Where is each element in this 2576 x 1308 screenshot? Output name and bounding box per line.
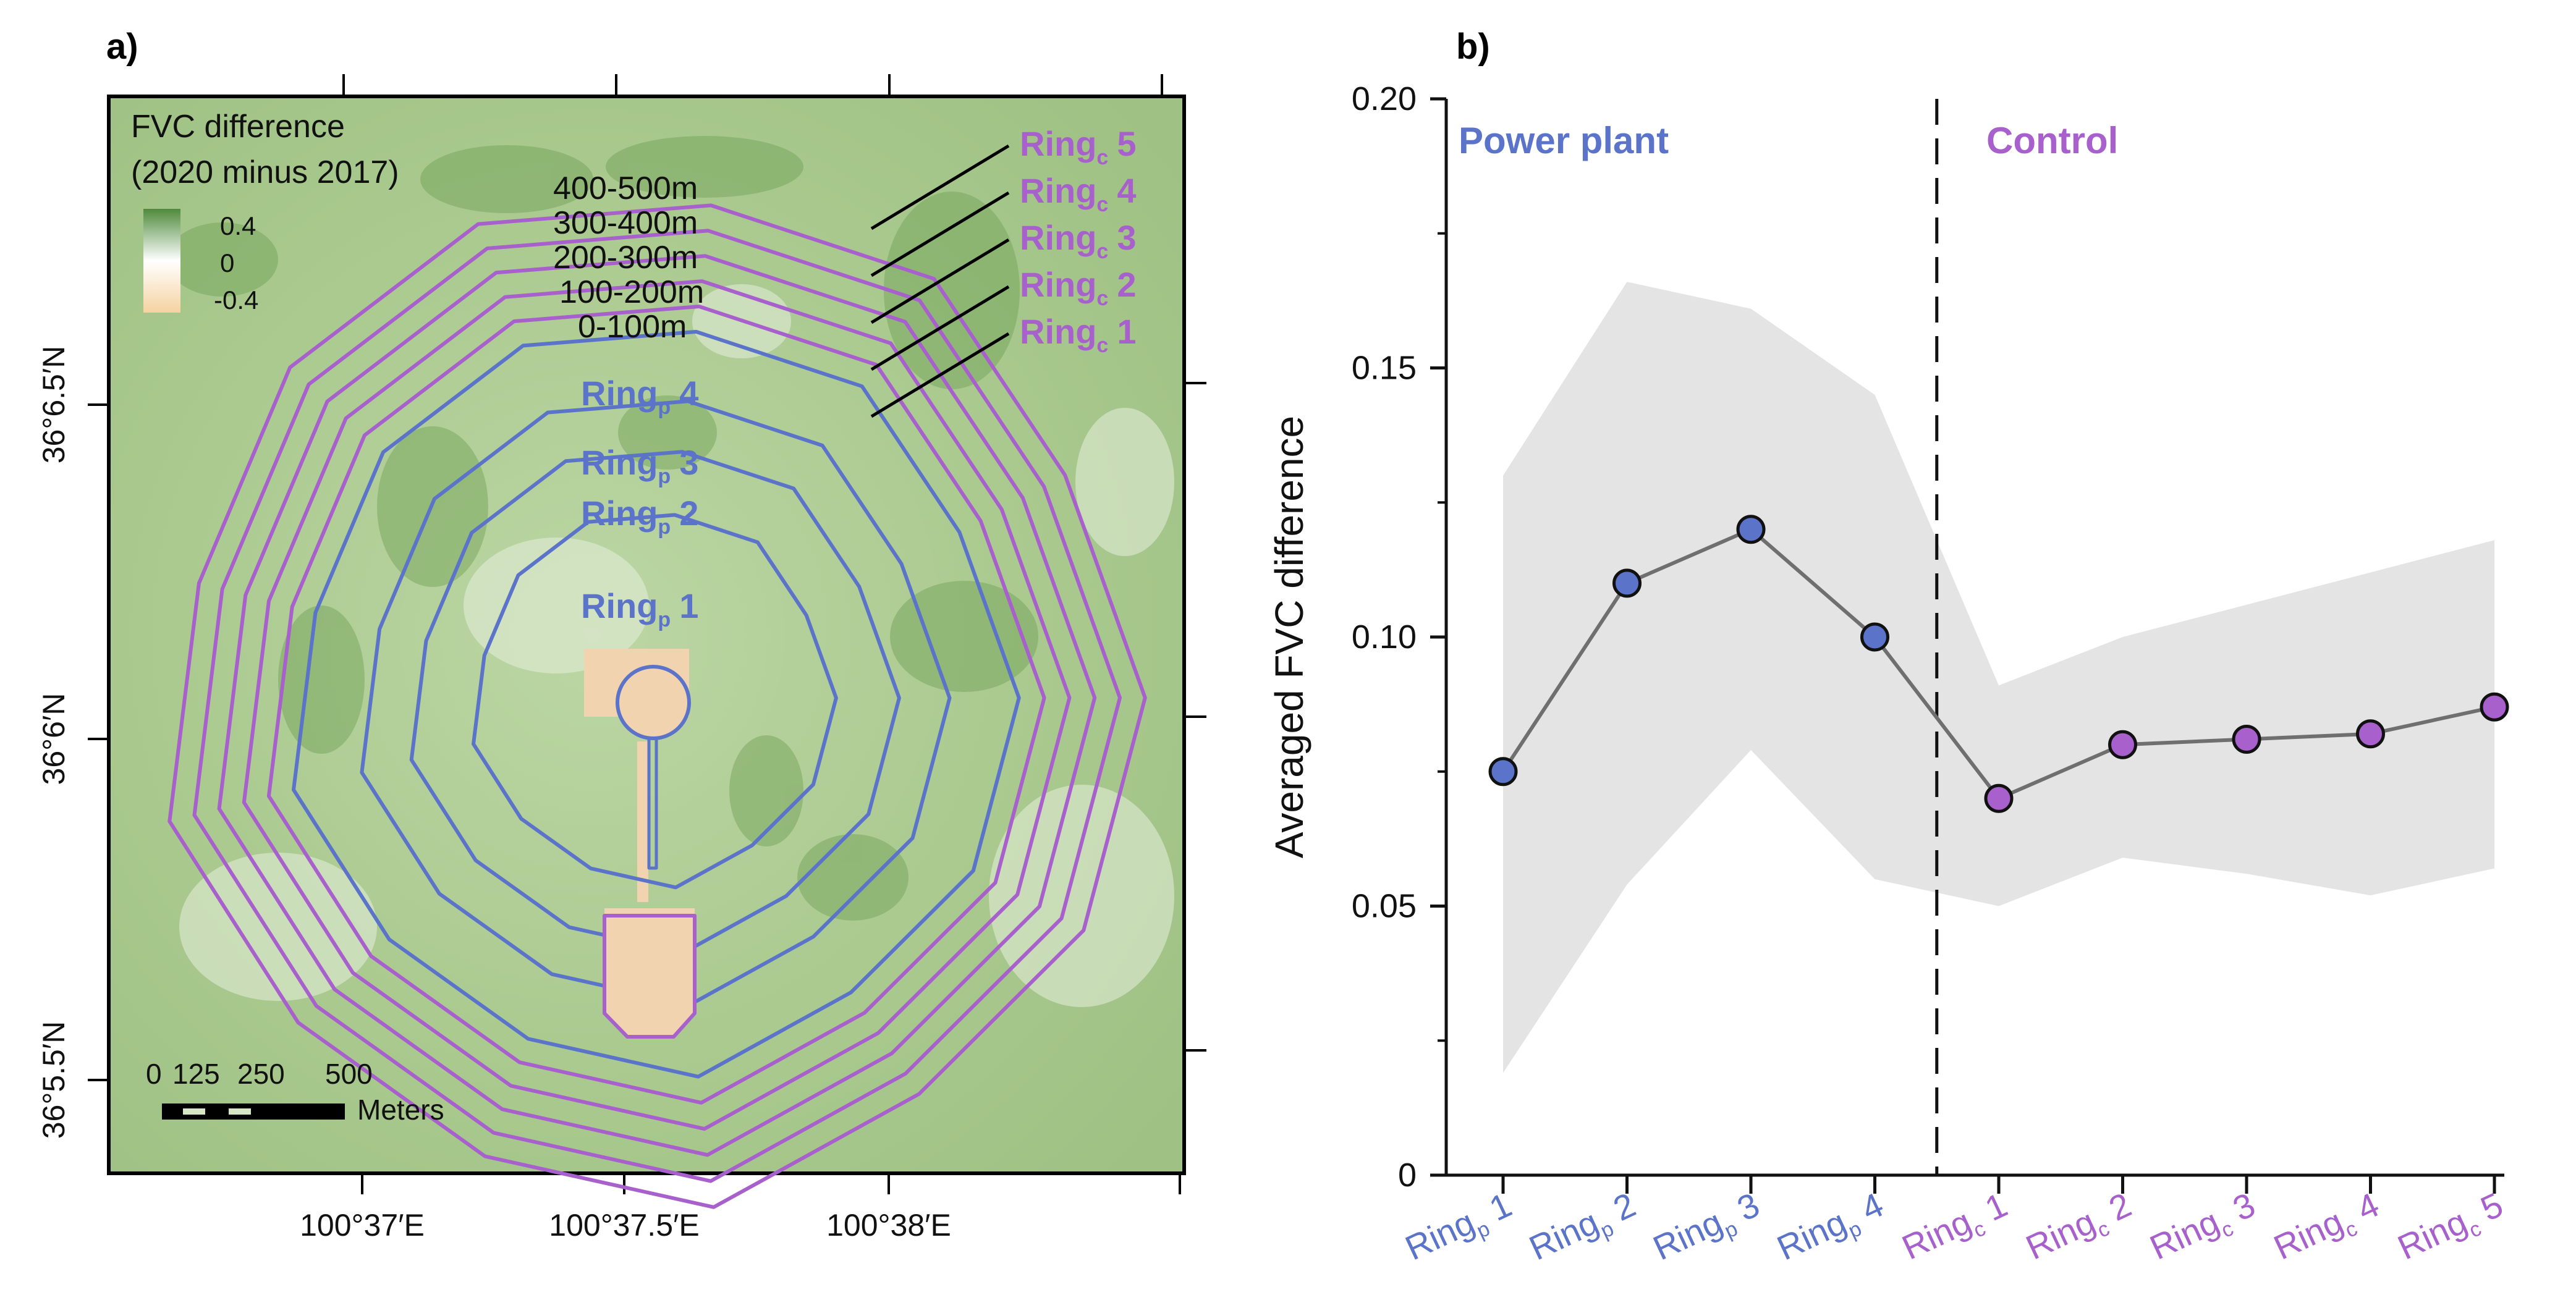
scale-label-500: 500 <box>325 1058 373 1090</box>
ring-boundaries <box>167 203 1147 1209</box>
legend-title-line2: (2020 minus 2017) <box>131 154 399 190</box>
data-points <box>1488 515 2509 813</box>
data-point-c4 <box>2356 719 2385 749</box>
map-outer-ticks <box>88 74 1206 1194</box>
map-label-ringp-2: Ringp 2 <box>581 494 698 539</box>
y-ticks: 0 0.05 0.10 0.15 0.20 <box>1352 80 1446 1194</box>
legend-tick-low: -0.4 <box>214 285 258 314</box>
x-tick-label-c2: Ringc2 <box>2020 1185 2139 1273</box>
panel-a-label: a) <box>106 27 138 67</box>
control-ring-boundary <box>192 229 1122 1183</box>
x-tick-label-p2: Ringp2 <box>1523 1185 1644 1273</box>
map-label-ringp-1: Ringp 1 <box>581 586 698 631</box>
scale-bar-segment <box>183 1108 205 1115</box>
map-label-ringp-4: Ringp 4 <box>581 374 698 419</box>
y-tick-5-5: 36°5.5′N <box>36 1021 71 1139</box>
control-ring-boundary <box>167 203 1147 1209</box>
variability-band <box>1503 282 2494 1073</box>
map-label-ringc-2: Ringc 2 <box>1020 265 1137 310</box>
legend-tick-high: 0.4 <box>220 211 256 240</box>
data-point-p4 <box>1860 622 1889 652</box>
x-tick-37: 100°37′E <box>300 1208 425 1243</box>
legend-title-line1: FVC difference <box>131 109 345 145</box>
map-label-ringc-4: Ringc 4 <box>1020 171 1137 216</box>
x-tick-label-c4: Ringc4 <box>2268 1185 2387 1273</box>
y-tick-6: 36°6′N <box>36 693 71 785</box>
y-tick-label: 0.15 <box>1352 350 1417 387</box>
control-ring-boundary <box>242 279 1072 1131</box>
map-frame <box>107 95 1186 1175</box>
x-tick-label-c1: Ringc1 <box>1896 1185 2015 1273</box>
data-point-c2 <box>2108 730 2137 759</box>
scale-label-250: 250 <box>237 1058 285 1090</box>
data-point-c1 <box>1984 783 2014 813</box>
x-tick-label-p1: Ringp1 <box>1399 1185 1520 1273</box>
scale-bar: 0 125 250 500 Meters <box>146 1058 444 1126</box>
distance-label-100-200: 100-200m <box>559 274 704 310</box>
data-point-p3 <box>1736 515 1766 544</box>
data-point-c5 <box>2480 692 2509 722</box>
control-ring-boundary <box>217 254 1097 1157</box>
power-ring-boundary <box>472 513 838 890</box>
y-tick-label: 0.05 <box>1352 888 1417 925</box>
x-tick-label-c5: Ringc5 <box>2392 1185 2511 1273</box>
data-point-p1 <box>1488 757 1518 787</box>
plant-core-circle <box>616 665 691 740</box>
scale-label-125: 125 <box>172 1058 220 1090</box>
distance-label-200-300: 200-300m <box>553 240 698 276</box>
x-tick-37-5: 100°37.5′E <box>549 1208 699 1243</box>
x-tick-label-p3: Ringp3 <box>1647 1185 1768 1273</box>
map-label-ringp-3: Ringp 3 <box>581 443 698 488</box>
plant-feeder-line <box>647 738 658 870</box>
map-label-ringc-5: Ringc 5 <box>1020 124 1137 169</box>
panel-b-label: b) <box>1456 27 1490 67</box>
distance-label-400-500: 400-500m <box>553 171 698 206</box>
distance-labels: 400-500m 300-400m 200-300m 100-200m 0-10… <box>553 171 704 345</box>
region-label-power-plant: Power plant <box>1459 120 1669 161</box>
x-tick-label-c3: Ringc3 <box>2144 1185 2263 1273</box>
scale-label-0: 0 <box>146 1058 162 1090</box>
plant-base-block <box>603 914 697 1039</box>
x-ticks: Ringp1 Ringp2 Ringp3 Ringp4 Ringc1 Ringc2 Ring… <box>1399 1175 2511 1273</box>
panel-a-map: a) <box>36 27 1206 1243</box>
distance-label-300-400: 300-400m <box>553 205 698 241</box>
data-point-c3 <box>2232 724 2261 754</box>
map-label-ringc-1: Ringc 1 <box>1020 312 1137 357</box>
scale-unit: Meters <box>357 1094 444 1126</box>
y-tick-6-5: 36°6.5′N <box>36 346 71 464</box>
map-y-ticks: 36°6.5′N 36°6′N 36°5.5′N <box>36 346 71 1139</box>
power-ring-boundary <box>292 329 1021 1079</box>
x-tick-38: 100°38′E <box>826 1208 951 1243</box>
map-x-ticks: 100°37′E 100°37.5′E 100°38′E <box>300 1208 951 1243</box>
y-tick-label: 0.20 <box>1352 80 1417 117</box>
data-point-p2 <box>1612 568 1642 598</box>
legend-tick-zero: 0 <box>220 248 234 277</box>
map-label-ringc-3: Ringc 3 <box>1020 218 1137 263</box>
distance-label-0-100: 0-100m <box>578 309 687 345</box>
y-axis-label: Averaged FVC difference <box>1267 416 1311 858</box>
control-ring-boundary <box>266 305 1046 1105</box>
x-tick-label-p4: Ringp4 <box>1771 1185 1892 1273</box>
control-ring-labels: Ringc 5 Ringc 4 Ringc 3 Ringc 2 Ringc 1 <box>1020 124 1137 357</box>
y-tick-label: 0.10 <box>1352 618 1417 656</box>
fvc-legend: FVC difference (2020 minus 2017) 0.4 0 -… <box>131 109 399 314</box>
region-label-control: Control <box>1986 120 2118 161</box>
power-ring-labels: Ringp 4 Ringp 3 Ringp 2 Ringp 1 <box>581 374 698 631</box>
legend-colorbar <box>143 209 180 313</box>
panel-b-chart: b) Power plant Control 0 0.05 0.10 0.15 0.20… <box>1267 27 2511 1273</box>
scale-bar-segment <box>229 1108 251 1115</box>
leader-lines <box>870 144 1010 418</box>
y-tick-label: 0 <box>1398 1157 1417 1194</box>
